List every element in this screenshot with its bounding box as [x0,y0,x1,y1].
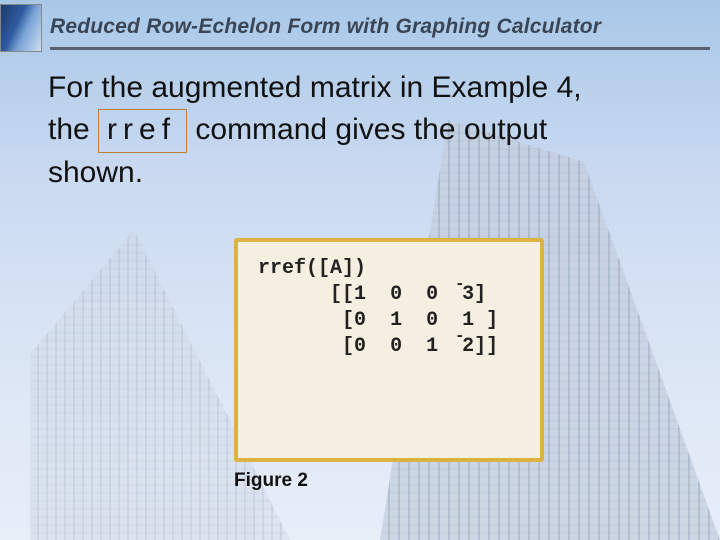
body-line-2-prefix: the [48,113,98,146]
figure-caption: Figure 2 [234,470,544,492]
calculator-screen: rref([A]) [[1 0 0 3] [0 1 0 1 ] [0 0 1 2… [234,238,544,462]
slide-header: Reduced Row-Echelon Form with Graphing C… [50,6,710,50]
body-line-2: the rref command gives the output [48,109,700,154]
calculator-figure: rref([A]) [[1 0 0 3] [0 1 0 1 ] [0 0 1 2… [234,238,544,492]
slide-body: For the augmented matrix in Example 4, t… [48,68,700,194]
body-line-3: shown. [48,153,700,194]
calc-command-line: rref([A]) [258,257,366,280]
slide-title: Reduced Row-Echelon Form with Graphing C… [50,15,601,39]
body-line-2-suffix: command gives the output [187,113,547,146]
body-line-1: For the augmented matrix in Example 4, [48,68,700,109]
rref-command-box: rref [98,109,187,154]
slide-thumbnail-image [0,4,42,52]
